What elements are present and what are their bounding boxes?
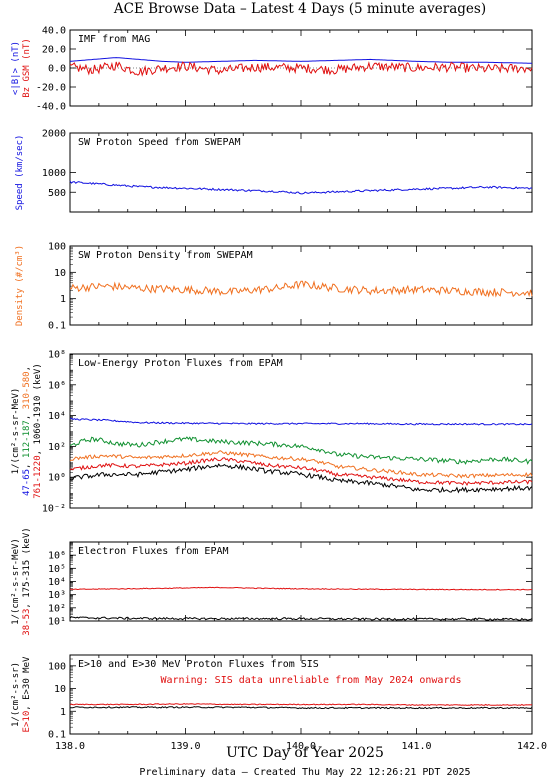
y-tick-label: 10⁴ <box>48 411 66 422</box>
y-axis-label: <|B|> (nT) <box>11 41 21 95</box>
y-axis-label: 1/(cm²-s-sr) <box>11 662 21 727</box>
y-axis-label: Bz GSM (nT) <box>22 38 32 98</box>
y-tick-label: 1 <box>60 707 66 718</box>
y-axis-label: 1/(cm²-s-sr-MeV) <box>11 538 21 625</box>
y-tick-label: 10² <box>48 603 66 614</box>
series-line-red <box>69 61 533 77</box>
y-tick-label: 100 <box>48 242 66 253</box>
y-axis-label: E>10, E>30 MeV <box>22 656 32 732</box>
y-tick-label: -40.0 <box>36 102 66 113</box>
y-axis-label: Speed (km/sec) <box>15 135 25 211</box>
y-tick-label: 500 <box>48 188 66 199</box>
panel-title: SW Proton Density from SWEPAM <box>78 250 253 261</box>
panel-4: Low-Energy Proton Fluxes from EPAM 10⁸ 10⁶… <box>11 350 533 515</box>
series-line-1060-1910 <box>69 463 533 494</box>
footer-text: Preliminary data – Created Thu May 22 12… <box>139 767 470 778</box>
y-axis-label: 38-53, 175-315 (keV) <box>22 527 32 635</box>
y-tick-label: 10⁰ <box>48 473 66 484</box>
y-tick-label: 20.0 <box>42 45 66 56</box>
panel-title: Low-Energy Proton Fluxes from EPAM <box>78 358 283 369</box>
y-tick-label: 0.1 <box>48 730 66 741</box>
panel-2: SW Proton Speed from SWEPAM 2000 1000 500 Sp… <box>15 129 533 213</box>
y-tick-label: 40.0 <box>42 26 66 37</box>
y-tick-label: 10⁻² <box>42 504 66 515</box>
x-tick-label: 141.0 <box>401 741 431 752</box>
y-axis-label: 1/(cm²-s-sr-MeV) <box>11 388 21 475</box>
y-axis-label: 761-1220, 1060-1910 (keV) <box>33 363 43 498</box>
y-tick-label: 10 <box>54 268 66 279</box>
y-tick-label: 10² <box>48 442 66 453</box>
y-tick-label: 10⁶ <box>48 380 66 391</box>
panel-title: E>10 and E>30 MeV Proton Fluxes from SIS <box>78 659 319 670</box>
y-tick-label: 10⁵ <box>48 564 66 575</box>
y-tick-label: 1 <box>60 294 66 305</box>
y-axis-label: Density (#/cm³) <box>15 245 25 326</box>
panel-1: IMF from MAG 40.0 20.0 0.0 -20.0 -40.0 <|B|> (… <box>11 26 533 113</box>
series-line-blue <box>69 180 532 195</box>
panel-title: SW Proton Speed from SWEPAM <box>78 137 241 148</box>
y-tick-label: 0.1 <box>48 321 66 332</box>
x-tick-label: 139.0 <box>170 741 200 752</box>
y-tick-label: 10³ <box>48 590 66 601</box>
x-axis-label: UTC Day of Year 2025 <box>226 745 384 761</box>
series-line-310-580 <box>69 450 533 479</box>
panel-6: E>10 and E>30 MeV Proton Fluxes from SIS… <box>11 654 533 741</box>
y-tick-label: 1000 <box>42 168 66 179</box>
panel-3: SW Proton Density from SWEPAM 100 10 1 0.1 De… <box>15 242 533 332</box>
y-tick-label: 2000 <box>42 129 66 140</box>
series-line-175-315 <box>69 616 533 621</box>
series-line-orange <box>69 280 533 298</box>
series-line-112-187 <box>69 436 533 465</box>
panel-annotation: Warning: SIS data unreliable from May 20… <box>160 675 461 686</box>
y-tick-label: 10 <box>54 684 66 695</box>
panel-title: IMF from MAG <box>78 34 150 45</box>
y-tick-label: 100 <box>48 661 66 672</box>
y-axis-label: 47-65, 112-187, 310-580, <box>22 366 32 496</box>
series-line-E>30 <box>69 705 533 710</box>
y-tick-label: 0.0 <box>48 64 66 75</box>
y-tick-label: 10¹ <box>48 617 66 628</box>
series-line-761-1220 <box>69 457 533 487</box>
series-line-38-53 <box>69 586 533 591</box>
y-tick-label: 10⁶ <box>48 551 66 562</box>
x-axis: 138.0 139.0 140.0 141.0 142.0 <box>55 741 547 752</box>
figure-title: ACE Browse Data – Latest 4 Days (5 minut… <box>113 1 486 17</box>
series-line-47-65 <box>69 417 533 426</box>
x-tick-label: 142.0 <box>517 741 547 752</box>
y-tick-label: 10⁴ <box>48 577 66 588</box>
panel-5: Electron Fluxes from EPAM 10⁶ 10⁵ 10⁴ 10³ 10²… <box>11 527 533 636</box>
x-tick-label: 140.0 <box>286 741 316 752</box>
x-tick-label: 138.0 <box>55 741 85 752</box>
y-tick-label: 10⁸ <box>48 350 66 361</box>
panels-group: IMF from MAG 40.0 20.0 0.0 -20.0 -40.0 <|B|> (… <box>11 26 533 741</box>
panel-title: Electron Fluxes from EPAM <box>78 546 229 557</box>
series-line-blue <box>69 57 533 64</box>
y-tick-label: -20.0 <box>36 83 66 94</box>
series-line-E>10 <box>69 702 533 706</box>
